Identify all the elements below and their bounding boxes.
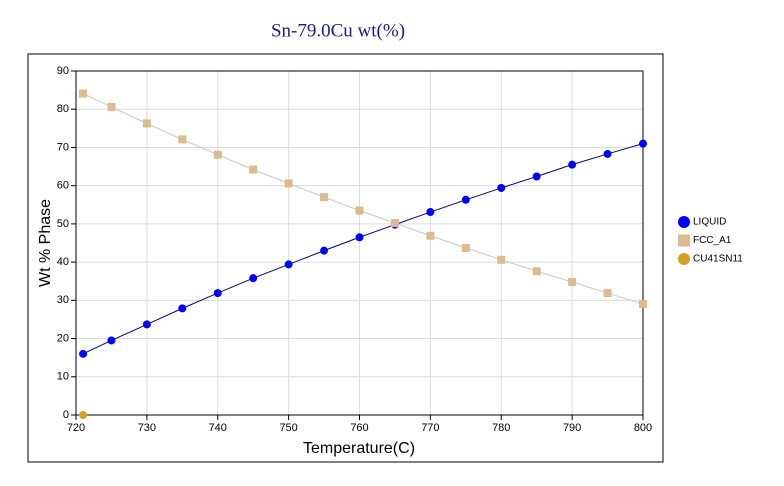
- marker: [107, 336, 116, 345]
- x-tick-label: 780: [492, 422, 510, 434]
- marker: [639, 139, 647, 148]
- chart-title: Sn-79.0Cu wt(%): [271, 20, 405, 41]
- legend-marker: [678, 253, 690, 265]
- marker: [532, 172, 541, 181]
- marker: [320, 193, 329, 202]
- marker: [79, 411, 88, 419]
- marker: [142, 119, 151, 128]
- legend-marker: [678, 216, 690, 228]
- marker: [79, 349, 88, 358]
- x-tick-label: 750: [279, 422, 297, 434]
- x-tick-label: 790: [563, 422, 581, 434]
- legend-label: FCC_A1: [693, 235, 732, 246]
- marker: [532, 267, 541, 276]
- x-tick-label: 760: [350, 422, 368, 434]
- marker: [426, 231, 435, 240]
- y-tick-label: 80: [57, 103, 69, 115]
- marker: [497, 255, 506, 264]
- x-tick-label: 720: [67, 422, 85, 434]
- marker: [461, 195, 470, 204]
- marker: [249, 165, 258, 174]
- y-tick-label: 30: [57, 294, 69, 306]
- y-tick-label: 0: [63, 409, 69, 421]
- marker: [497, 183, 506, 192]
- marker: [142, 320, 151, 329]
- marker: [568, 160, 577, 169]
- marker: [213, 289, 222, 298]
- x-tick-label: 730: [138, 422, 156, 434]
- marker: [355, 233, 364, 242]
- legend-label: LIQUID: [693, 217, 726, 228]
- marker: [426, 208, 435, 217]
- y-tick-label: 60: [57, 180, 69, 192]
- legend-label: CU41SN11: [693, 254, 743, 265]
- y-tick-label: 50: [57, 218, 69, 230]
- marker: [178, 304, 187, 313]
- marker: [390, 219, 399, 228]
- marker: [284, 260, 293, 269]
- y-axis-label: Wt % Phase: [37, 199, 54, 287]
- marker: [178, 135, 187, 144]
- marker: [79, 89, 88, 98]
- chart-frame: [27, 53, 664, 463]
- legend-marker: [678, 234, 690, 247]
- marker: [249, 274, 258, 283]
- x-tick-label: 770: [421, 422, 439, 434]
- marker: [107, 102, 116, 111]
- marker: [213, 150, 222, 159]
- x-tick-label: 800: [634, 422, 652, 434]
- plot-border: [75, 70, 644, 416]
- y-tick-label: 70: [57, 141, 69, 153]
- marker: [461, 243, 470, 252]
- marker: [320, 246, 329, 255]
- marker: [639, 300, 647, 309]
- marker: [284, 179, 293, 188]
- x-tick-label: 740: [209, 422, 227, 434]
- marker: [603, 149, 612, 158]
- y-tick-label: 40: [57, 256, 69, 268]
- marker: [568, 277, 577, 286]
- marker: [355, 206, 364, 215]
- y-tick-label: 20: [57, 332, 69, 344]
- y-tick-label: 90: [57, 65, 69, 77]
- x-axis-label: Temperature(C): [303, 440, 415, 457]
- marker: [603, 289, 612, 298]
- y-tick-label: 10: [57, 371, 69, 383]
